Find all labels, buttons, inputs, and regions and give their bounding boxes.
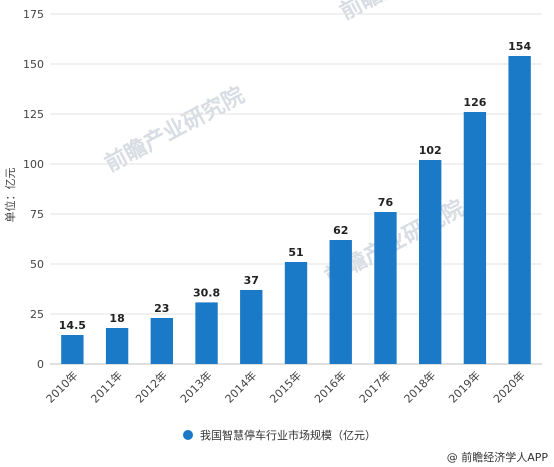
- data-label: 51: [288, 246, 303, 259]
- data-label: 154: [508, 40, 531, 53]
- x-tick-label: 2014年: [222, 368, 259, 405]
- x-tick-labels: 2010年 2011年 2012年 2013年 2014年 2015年 2016年 2017年…: [43, 368, 528, 405]
- bar: [284, 262, 308, 364]
- y-tick-labels: 0 25 50 75 100 125 150 175: [23, 8, 44, 371]
- watermark-text: 前瞻产业研究院: [336, 0, 484, 25]
- x-tick-label: 2017年: [356, 368, 393, 405]
- y-tick-label: 175: [23, 8, 44, 21]
- x-tick-label: 2011年: [88, 368, 125, 405]
- y-tick-label: 125: [23, 108, 44, 121]
- bar: [329, 240, 352, 364]
- source-credit: @ 前瞻经济学人APP: [447, 450, 549, 464]
- y-tick-label: 25: [30, 308, 44, 321]
- bar: [463, 112, 487, 364]
- legend: 我国智慧停车行业市场规模（亿元）: [183, 428, 376, 442]
- watermark-text: 前瞻产业研究院: [101, 82, 249, 177]
- y-tick-label: 50: [30, 258, 44, 271]
- data-label: 76: [378, 196, 394, 209]
- data-label: 37: [244, 274, 259, 287]
- bar: [195, 302, 218, 364]
- y-tick-label: 0: [37, 358, 44, 371]
- gridlines: [50, 13, 542, 365]
- x-tick-label: 2015年: [267, 368, 304, 405]
- x-tick-label: 2016年: [311, 368, 348, 405]
- x-tick-label: 2012年: [132, 368, 169, 405]
- bar: [240, 290, 263, 364]
- x-tick-label: 2020年: [490, 368, 527, 405]
- data-label: 30.8: [193, 286, 220, 299]
- data-label: 102: [419, 144, 442, 157]
- x-tick-label: 2018年: [401, 368, 438, 405]
- data-label: 23: [154, 302, 169, 315]
- x-tick-label: 2019年: [446, 368, 483, 405]
- bar: [105, 328, 129, 364]
- bar: [61, 335, 84, 364]
- bars: [61, 56, 531, 364]
- data-label: 62: [333, 224, 348, 237]
- x-tick-label: 2010年: [43, 368, 80, 405]
- y-tick-label: 75: [30, 208, 44, 221]
- bar: [150, 318, 173, 364]
- y-tick-label: 150: [23, 58, 44, 71]
- data-label: 18: [109, 312, 124, 325]
- y-tick-label: 100: [23, 158, 44, 171]
- data-label: 126: [463, 96, 486, 109]
- bar: [508, 56, 531, 364]
- data-labels: 14.5 18 23 30.8 37 51 62 76 102 126 154: [59, 40, 532, 332]
- y-axis-label: 单位：亿元: [3, 168, 17, 223]
- data-label: 14.5: [59, 319, 86, 332]
- legend-swatch: [183, 430, 193, 440]
- x-tick-label: 2013年: [177, 368, 214, 405]
- legend-label: 我国智慧停车行业市场规模（亿元）: [200, 428, 376, 442]
- bar: [419, 160, 442, 364]
- bar: [374, 212, 397, 364]
